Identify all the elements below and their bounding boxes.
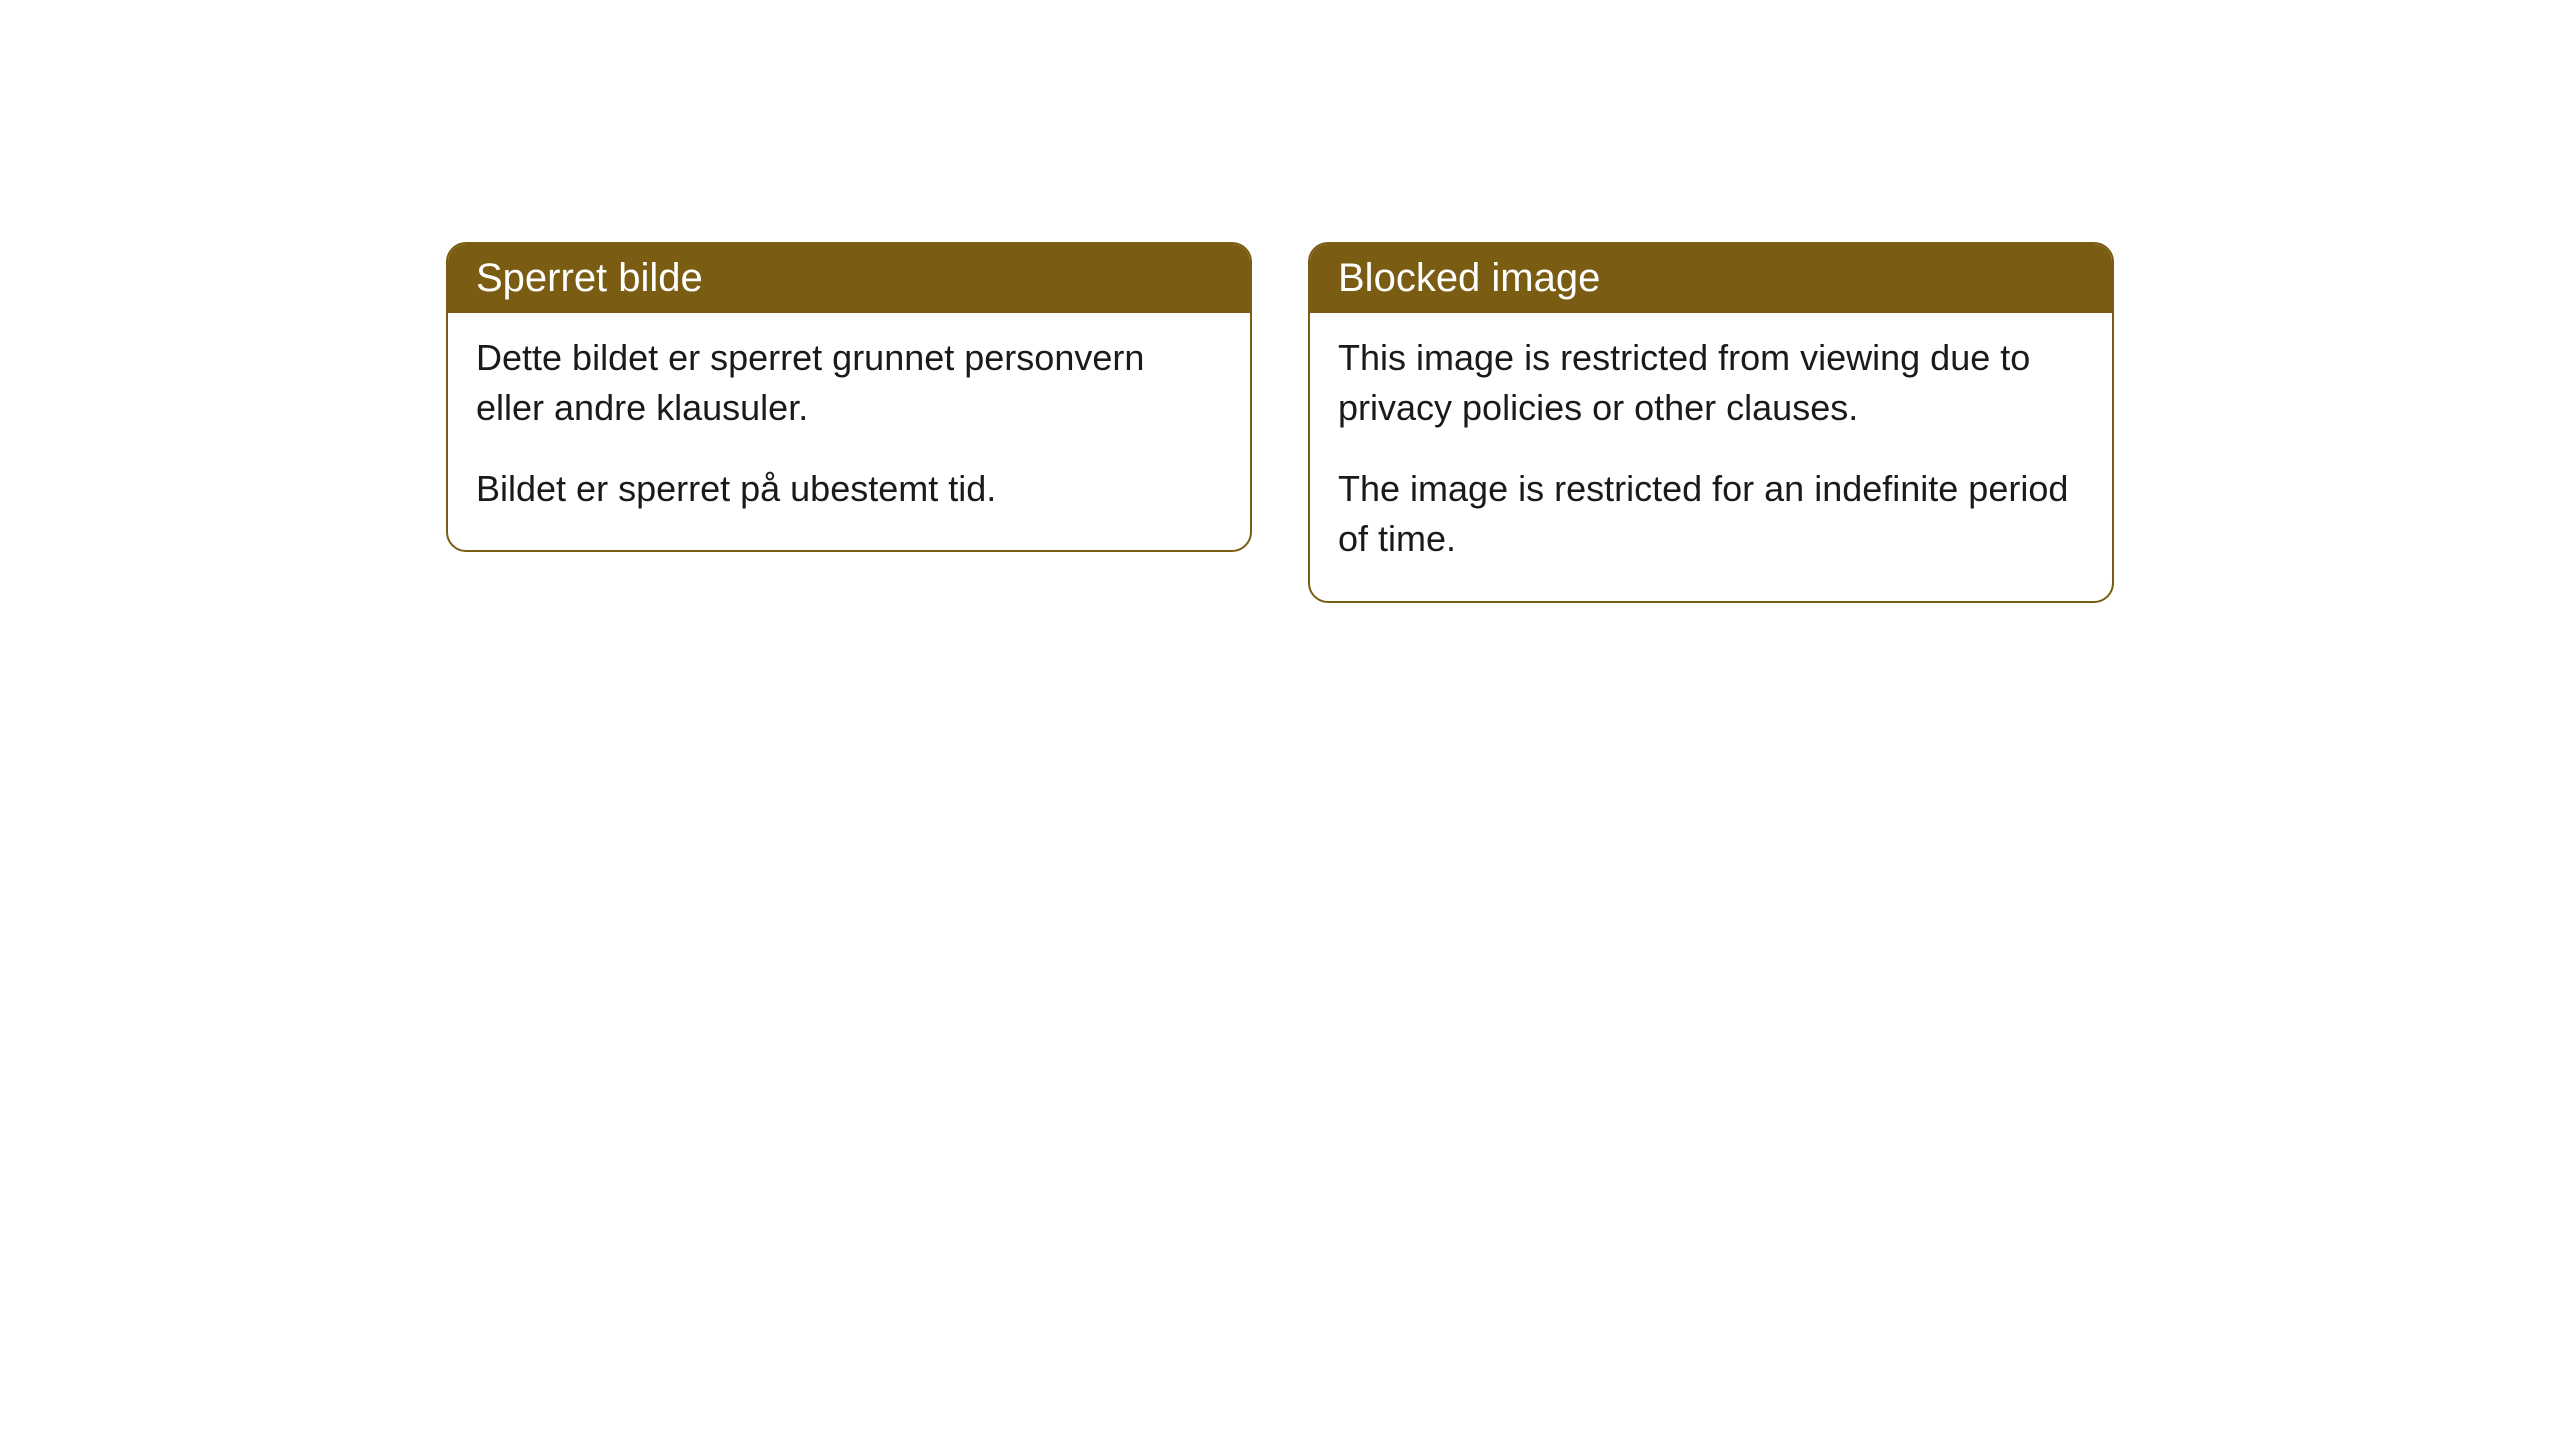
card-title: Blocked image — [1338, 256, 1600, 300]
cards-container: Sperret bilde Dette bildet er sperret gr… — [446, 242, 2114, 1440]
card-paragraph: Dette bildet er sperret grunnet personve… — [476, 333, 1222, 434]
card-body-english: This image is restricted from viewing du… — [1310, 313, 2112, 601]
card-paragraph: Bildet er sperret på ubestemt tid. — [476, 464, 1222, 514]
card-norwegian: Sperret bilde Dette bildet er sperret gr… — [446, 242, 1252, 552]
card-title: Sperret bilde — [476, 256, 703, 300]
card-body-norwegian: Dette bildet er sperret grunnet personve… — [448, 313, 1250, 550]
card-header-norwegian: Sperret bilde — [448, 244, 1250, 313]
card-paragraph: The image is restricted for an indefinit… — [1338, 464, 2084, 565]
card-english: Blocked image This image is restricted f… — [1308, 242, 2114, 603]
card-header-english: Blocked image — [1310, 244, 2112, 313]
card-paragraph: This image is restricted from viewing du… — [1338, 333, 2084, 434]
